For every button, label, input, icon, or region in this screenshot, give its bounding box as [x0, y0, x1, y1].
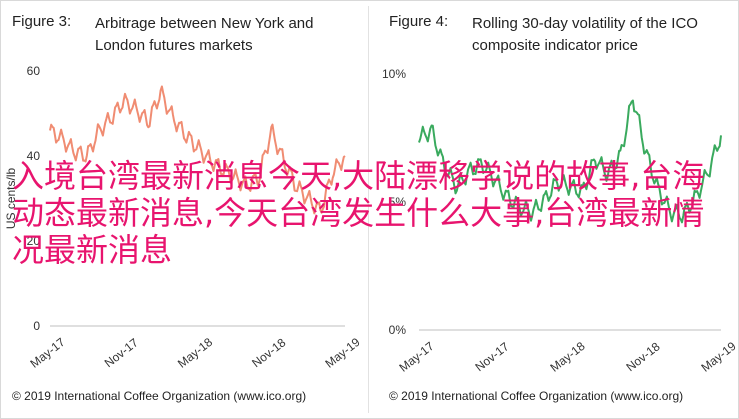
y-tick-label: 40	[27, 149, 41, 163]
x-tick-label: Nov-18	[623, 339, 662, 374]
x-tick-label: Nov-17	[102, 335, 141, 370]
figure-label: Figure 4:	[389, 13, 449, 30]
y-tick-label: 0%	[389, 323, 407, 337]
y-tick-label: 20	[27, 234, 41, 248]
y-tick-label: 60	[27, 64, 41, 78]
figure-title: Arbitrage between New York and London fu…	[95, 15, 314, 54]
overlay-watermark-text: 入境台湾最新消息今天,大陆漂移学说的故事,台海动态最新消息,今天台湾发生什么大事…	[12, 157, 705, 269]
x-tick-label: May-17	[396, 339, 436, 375]
x-tick-label: Nov-17	[472, 339, 511, 374]
x-tick-label: May-19	[322, 335, 362, 371]
y-tick-label: 5%	[389, 195, 407, 209]
figure-title: Rolling 30-day volatility of the ICO com…	[472, 15, 698, 54]
figure-3-panel: Figure 3: Arbitrage between New York and…	[0, 0, 369, 419]
series-line	[49, 85, 346, 215]
figure-4-panel: Figure 4: Rolling 30-day volatility of t…	[369, 0, 739, 419]
x-tick-label: May-17	[27, 335, 67, 371]
copyright-credit: © 2019 International Coffee Organization…	[389, 389, 684, 403]
volatility-chart: 0% 5% 10% May-17 Nov-17 May-18 Nov-18 May-19	[382, 67, 739, 375]
copyright-credit: © 2019 International Coffee Organization…	[12, 389, 307, 403]
x-tick-label: May-19	[698, 339, 738, 375]
y-axis-title: US cents/lb	[4, 167, 18, 229]
panel-divider	[368, 6, 369, 413]
figure-label: Figure 3:	[12, 13, 72, 30]
y-tick-label: 0	[33, 319, 40, 333]
x-tick-label: Nov-18	[249, 335, 288, 370]
x-tick-label: May-18	[175, 335, 215, 371]
x-tick-label: May-18	[547, 339, 587, 375]
y-tick-label: 10%	[382, 67, 406, 81]
arbitrage-chart: 0 20 40 60 US cents/lb May-17 Nov-17 May-18 Nov-…	[4, 64, 363, 371]
series-line	[418, 99, 722, 224]
